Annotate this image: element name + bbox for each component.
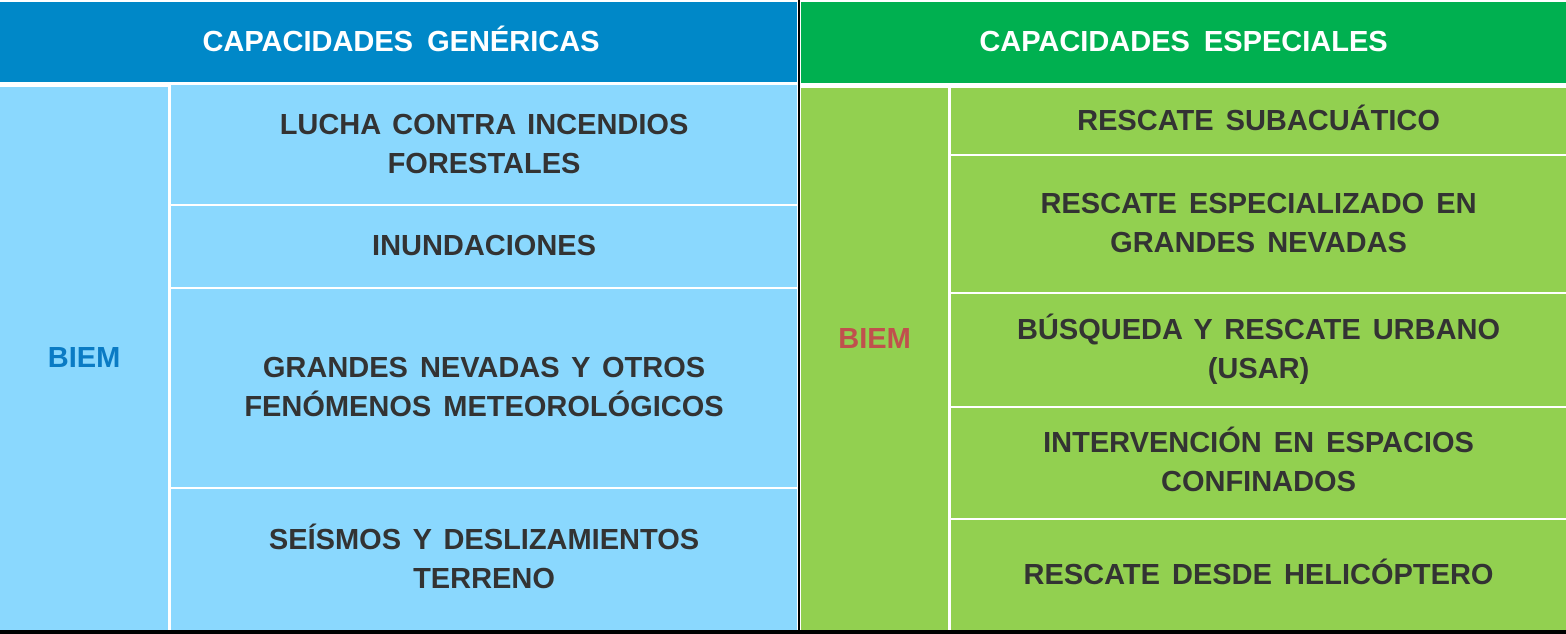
special-item: RESCATE DESDE HELICÓPTERO xyxy=(951,520,1566,630)
special-item: INTERVENCIÓN EN ESPACIOS CONFINADOS xyxy=(951,408,1566,518)
generic-unit: BIEM xyxy=(0,87,168,630)
special-unit: BIEM xyxy=(801,88,948,630)
generic-item: SEÍSMOS Y DESLIZAMIENTOS TERRENO xyxy=(171,489,797,630)
special-header: CAPACIDADES ESPECIALES xyxy=(801,2,1566,83)
generic-item: LUCHA CONTRA INCENDIOS FORESTALES xyxy=(171,85,797,204)
special-item: BÚSQUEDA Y RESCATE URBANO (USAR) xyxy=(951,294,1566,406)
generic-header: CAPACIDADES GENÉRICAS xyxy=(0,2,797,82)
special-item: RESCATE ESPECIALIZADO EN GRANDES NEVADAS xyxy=(951,156,1566,292)
generic-item: INUNDACIONES xyxy=(171,206,797,287)
generic-item: GRANDES NEVADAS Y OTROS FENÓMENOS METEOR… xyxy=(171,289,797,487)
special-item: RESCATE SUBACUÁTICO xyxy=(951,88,1566,154)
